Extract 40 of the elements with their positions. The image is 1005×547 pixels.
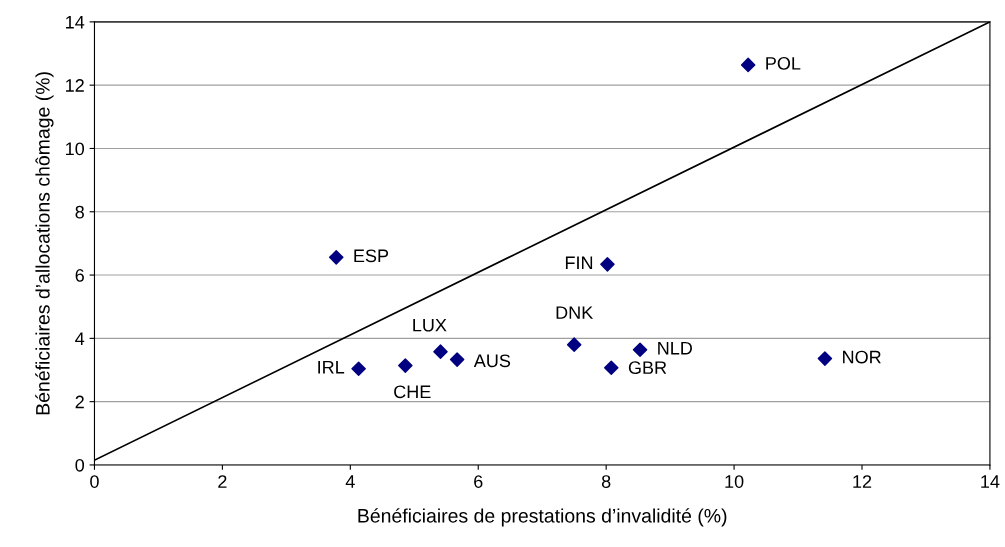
y-tick-label: 2 xyxy=(75,395,84,409)
annotation: ESP xyxy=(354,249,389,263)
x-tick-label: 10 xyxy=(725,475,744,488)
point xyxy=(351,361,366,377)
x-tick-label: 8 xyxy=(601,475,611,488)
annotation: FIN xyxy=(565,256,593,269)
y-tick-label: 10 xyxy=(66,142,85,156)
y-tick-label: 6 xyxy=(75,269,84,282)
x-tick-label: 4 xyxy=(345,475,355,488)
annotation: AUS xyxy=(473,354,511,368)
point xyxy=(566,337,582,352)
point xyxy=(632,342,648,358)
point xyxy=(603,360,619,376)
annotation: GBR xyxy=(628,361,667,375)
annotation: NOR xyxy=(843,350,881,364)
point xyxy=(398,358,413,373)
x-tick-label: 12 xyxy=(853,475,872,488)
x-tick-label: 0 xyxy=(90,475,99,488)
x-tick-label: 2 xyxy=(218,475,227,488)
annotation: NLD xyxy=(658,342,692,355)
x-tick-label: 14 xyxy=(981,475,1000,488)
x-tick-label: 6 xyxy=(474,475,483,488)
y-tick-label: 14 xyxy=(66,16,85,29)
point xyxy=(600,257,615,272)
annotation: POL xyxy=(766,56,801,70)
annotation: IRL xyxy=(318,360,345,374)
point xyxy=(817,351,833,366)
y-tick-label: 0 xyxy=(75,458,85,472)
y-axis-title: Bénéficiaires d’allocations chômage (%) xyxy=(35,72,54,415)
y-tick-label: 8 xyxy=(75,205,84,219)
y-tick-label: 4 xyxy=(75,332,85,345)
annotation: LUX xyxy=(413,318,447,332)
point xyxy=(433,344,448,359)
x-axis-title: Bénéficiaires de prestations d’invalidité (%) xyxy=(358,508,727,527)
point xyxy=(740,57,756,73)
y-tick-label: 12 xyxy=(66,79,84,92)
point xyxy=(328,250,344,265)
annotation: DNK xyxy=(556,306,594,319)
point xyxy=(449,352,465,367)
annotation: CHE xyxy=(394,385,431,399)
